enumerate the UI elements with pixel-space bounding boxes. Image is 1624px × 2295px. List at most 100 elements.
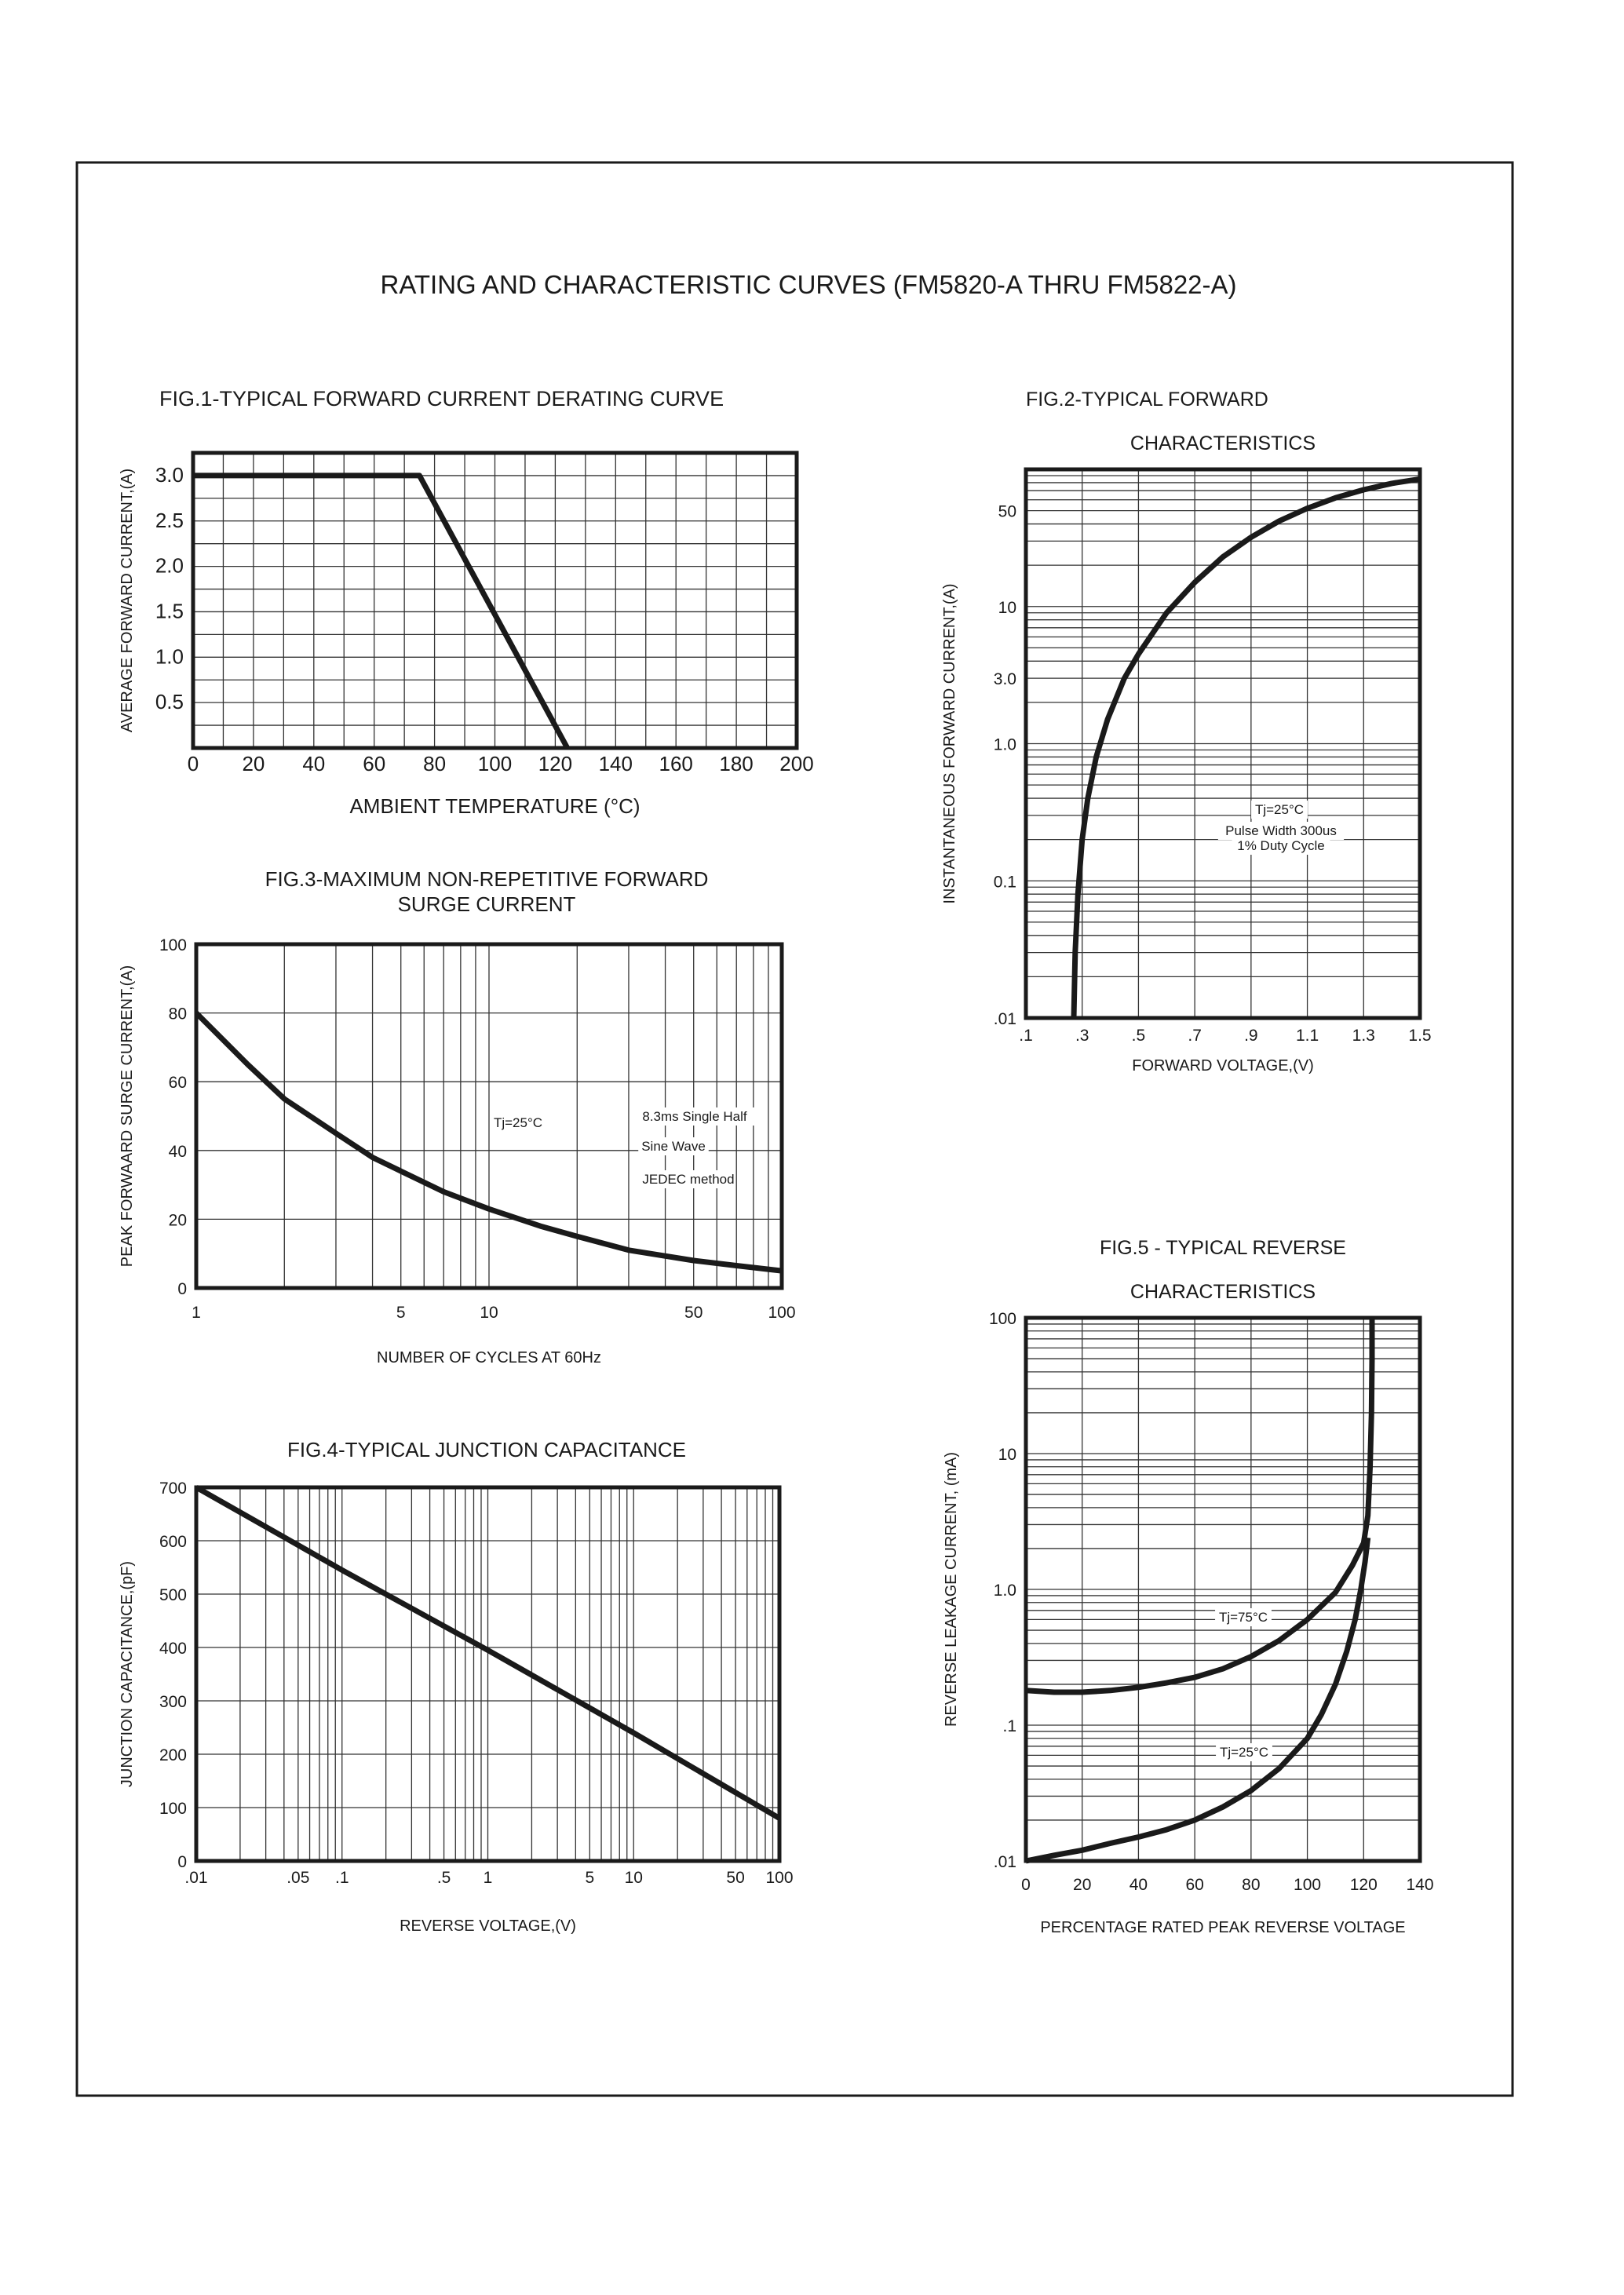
x-axis-title: FORWARD VOLTAGE,(V) [1132,1057,1314,1075]
y-axis-title: INSTANTANEOUS FORWARD CURRENT,(A) [941,583,958,903]
y-tick-label: 40 [169,1143,187,1161]
plot-frame [191,451,799,750]
y-tick-label: 200 [159,1746,187,1764]
x-tick-label: .5 [437,1869,451,1887]
series-line-1 [193,472,570,750]
plot-frame [1024,467,1422,1020]
x-tick-label: 80 [1242,1876,1260,1894]
y-tick-label: 0.1 [994,873,1016,891]
y-tick-label: 10 [998,1446,1016,1464]
annotation: Tj=25°C [1220,1745,1268,1760]
y-tick-label: 1.0 [994,1582,1016,1600]
annotation-bg [642,1170,735,1188]
y-tick-label: 0 [177,1853,187,1871]
figure-title: CHARACTERISTICS [1130,1281,1316,1303]
x-axis-title: PERCENTAGE RATED PEAK REVERSE VOLTAGE [1040,1919,1405,1936]
y-tick-label: 100 [159,936,187,954]
figure-title: FIG.2-TYPICAL FORWARD [1026,389,1268,410]
y-tick-label: 400 [159,1640,187,1658]
x-tick-label: .7 [1188,1027,1202,1045]
figure-title: FIG.4-TYPICAL JUNCTION CAPACITANCE [287,1438,686,1461]
x-tick-label: 60 [1185,1876,1203,1894]
x-tick-label: 0 [188,752,199,775]
series-line-2 [1025,1537,1371,1864]
x-tick-label: .1 [1019,1027,1033,1045]
figure-5: FIG.5 - TYPICAL REVERSE CHARACTERISTICS Tj… [943,1237,1434,1936]
page-title: RATING AND CHARACTERISTIC CURVES (FM5820… [380,270,1236,299]
figure-title: FIG.3-MAXIMUM NON-REPETITIVE FORWARD [265,867,709,891]
y-tick-label: 3.0 [994,670,1016,688]
x-tick-label: .5 [1132,1027,1146,1045]
plot-frame [1024,1315,1422,1863]
annotation-bg [1216,1743,1272,1761]
y-tick-label: 100 [989,1310,1016,1328]
figure-title: FIG.1-TYPICAL FORWARD CURRENT DERATING C… [159,387,724,410]
x-tick-label: 120 [538,752,572,775]
y-tick-label: 50 [998,503,1016,521]
x-tick-label: 5 [585,1869,594,1887]
x-tick-label: .1 [335,1869,349,1887]
x-tick-label: 180 [719,752,753,775]
y-tick-label: 600 [159,1533,187,1551]
x-tick-label: 20 [1073,1876,1091,1894]
figure-title: CHARACTERISTICS [1130,432,1316,454]
x-tick-label: 80 [423,752,446,775]
grid [1026,1318,1420,1861]
y-tick-label: 100 [159,1800,187,1818]
x-tick-label: .01 [184,1869,207,1887]
annotation-bg [490,1114,546,1132]
x-tick-label: 1.1 [1296,1027,1319,1045]
x-tick-label: .9 [1244,1027,1258,1045]
y-tick-label: 1.0 [994,736,1016,754]
series-line-1 [1025,1318,1375,1695]
y-tick-label: .01 [994,1010,1016,1028]
x-tick-label: 1.5 [1408,1027,1431,1045]
y-tick-label: 10 [998,599,1016,617]
x-tick-label: 100 [768,1304,795,1322]
x-tick-label: 120 [1350,1876,1378,1894]
annotation-bg [1232,837,1330,855]
grid [196,1487,779,1861]
y-tick-label: 1.0 [155,644,184,668]
figure-title: SURGE CURRENT [398,892,576,916]
y-tick-label: 80 [169,1005,187,1023]
annotation: Tj=25°C [1255,802,1304,817]
series-line-1 [195,1484,781,1821]
y-tick-label: 300 [159,1693,187,1711]
grid [193,453,797,748]
x-tick-label: 1 [484,1869,493,1887]
y-tick-label: .1 [1002,1717,1016,1735]
x-tick-label: .3 [1075,1027,1089,1045]
x-axis-title: REVERSE VOLTAGE,(V) [400,1917,576,1935]
x-tick-label: 60 [363,752,385,775]
x-tick-label: .05 [286,1869,309,1887]
annotation: Tj=75°C [1219,1610,1268,1625]
figure-title: FIG.5 - TYPICAL REVERSE [1100,1237,1346,1259]
figure-4: FIG.4-TYPICAL JUNCTION CAPACITANCE .01 .05… [119,1438,794,1935]
y-tick-label: 20 [169,1211,187,1229]
x-tick-label: 0 [1021,1876,1031,1894]
x-tick-label: 100 [1294,1876,1321,1894]
y-tick-label: 60 [169,1074,187,1092]
y-tick-label: .01 [994,1853,1016,1871]
x-tick-label: 160 [659,752,693,775]
y-tick-label: 0 [177,1280,187,1298]
plot-frame [194,1485,782,1863]
annotation: Pulse Width 300us [1225,823,1337,838]
y-tick-label: 700 [159,1480,187,1498]
annotation-bg [631,1107,758,1126]
series-line-1 [194,1011,783,1274]
x-axis-title: AMBIENT TEMPERATURE (°C) [349,794,640,818]
y-axis-title: JUNCTION CAPACITANCE,(pF) [119,1561,136,1787]
figure-1: FIG.1-TYPICAL FORWARD CURRENT DERATING C… [119,387,814,818]
y-tick-label: 500 [159,1586,187,1604]
grid [1026,469,1420,1018]
figure-3: FIG.3-MAXIMUM NON-REPETITIVE FORWARDSURG… [119,867,796,1366]
y-tick-label: 2.0 [155,554,184,578]
x-tick-label: 40 [302,752,325,775]
x-tick-label: 10 [480,1304,498,1322]
x-tick-label: 140 [599,752,633,775]
x-tick-label: 10 [625,1869,643,1887]
x-tick-label: 100 [765,1869,793,1887]
